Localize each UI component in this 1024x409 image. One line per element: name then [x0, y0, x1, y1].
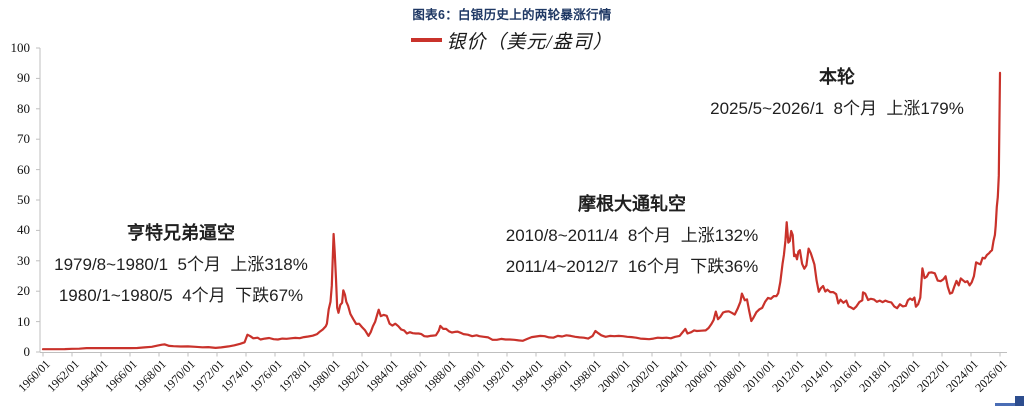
y-axis-tick-label: 30 — [17, 252, 30, 268]
y-axis-tick-label: 100 — [10, 40, 31, 55]
y-axis-tick-label: 50 — [17, 192, 30, 207]
y-axis-tick-label: 60 — [17, 161, 30, 177]
y-axis-tick-label: 20 — [17, 283, 30, 299]
y-axis-tick-label: 70 — [17, 131, 30, 147]
annotation-line: 2025/5~2026/1 8个月 上涨179% — [710, 99, 964, 118]
corner-logo-block — [1015, 396, 1024, 406]
chart-title: 图表6：白银历史上的两轮暴涨行情 — [412, 8, 612, 22]
y-axis-tick-label: 40 — [17, 222, 30, 238]
y-axis-tick-label: 80 — [17, 100, 30, 116]
silver-price-line — [41, 71, 1002, 351]
annotation-line: 1980/1~1980/5 4个月 下跌67% — [58, 286, 304, 305]
annotation-title: 亨特兄弟逼空 — [127, 223, 235, 243]
y-axis-tick-label: 90 — [17, 70, 30, 86]
annotation-line: 2010/8~2011/4 8个月 上涨132% — [505, 226, 759, 245]
annotation-current-round: 本轮 2025/5~2026/1 8个月 上涨179% — [682, 62, 992, 124]
legend-label: 银价（美元/盎司） — [446, 31, 613, 53]
corner-logo-bar — [995, 403, 1024, 406]
annotation-hunt-brothers: 亨特兄弟逼空 1979/8~1980/1 5个月 上涨318% 1980/1~1… — [26, 218, 336, 311]
legend-line-swatch-icon — [411, 38, 443, 42]
chart-legend: 银价（美元/盎司） — [0, 26, 1024, 54]
annotation-line: 2011/4~2012/7 16个月 下跌36% — [505, 257, 759, 276]
y-axis-tick-label: 0 — [23, 344, 31, 359]
annotation-title: 摩根大通轧空 — [578, 194, 686, 214]
annotation-jpmorgan: 摩根大通轧空 2010/8~2011/4 8个月 上涨132% 2011/4~2… — [477, 189, 787, 282]
annotation-title: 本轮 — [819, 67, 855, 87]
annotation-line: 1979/8~1980/1 5个月 上涨318% — [54, 255, 308, 274]
y-axis-tick-label: 10 — [17, 313, 30, 329]
